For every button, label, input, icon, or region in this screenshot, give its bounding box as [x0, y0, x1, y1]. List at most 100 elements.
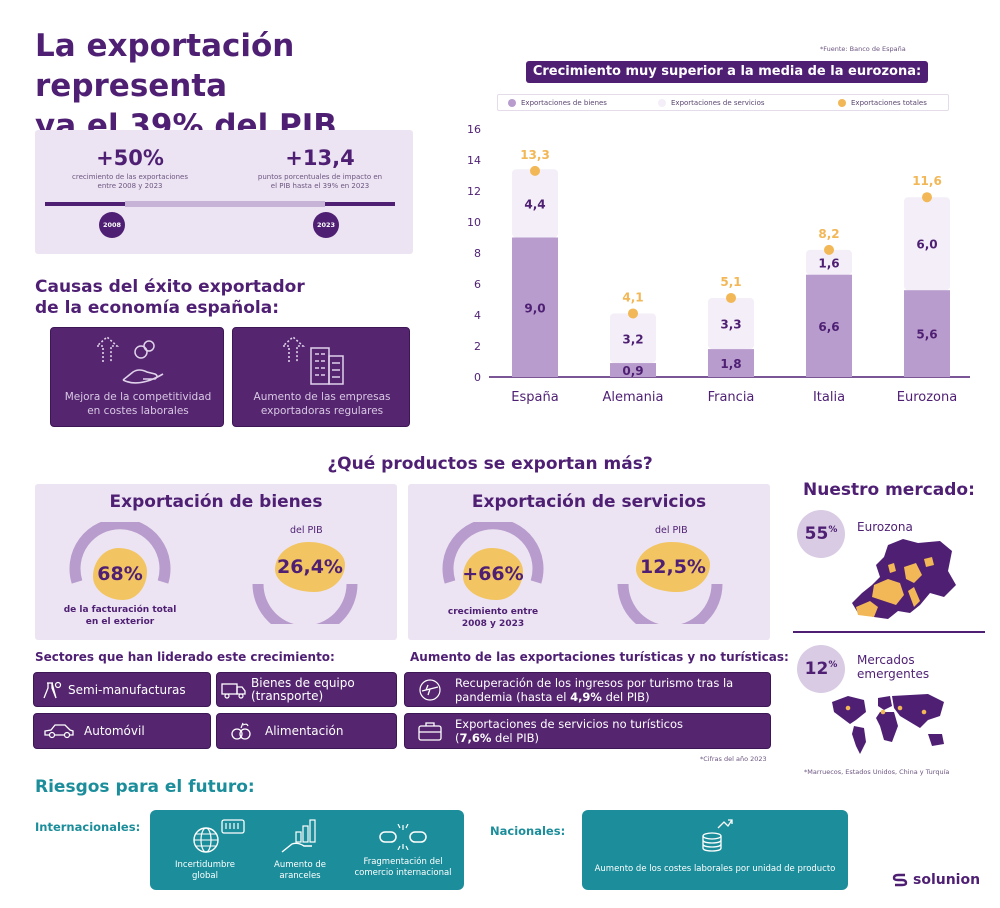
percent-sign: % [828, 660, 838, 670]
total-value-label: 11,6 [912, 174, 942, 188]
eurozone-share-badge: 55% [797, 510, 845, 558]
services-growth-value: +66% [462, 548, 524, 600]
truck-icon [217, 681, 251, 699]
sector-equipment: Bienes de equipo (transporte) [216, 672, 397, 707]
goods-share-caption: de la facturación total en el exterior [50, 604, 190, 628]
bar-goods [512, 237, 558, 377]
sector-food: Alimentación [216, 713, 397, 749]
sector-label: Bienes de equipo (transporte) [251, 675, 355, 703]
chart-legend: Exportaciones de bienes Exportaciones de… [497, 94, 949, 111]
bar-services [708, 297, 754, 350]
cause-line: Mejora de la competitividad [64, 391, 212, 403]
caption-line: 2008 y 2023 [461, 619, 525, 629]
sector-automobile: Automóvil [33, 713, 211, 749]
y-tick-label: 0 [474, 371, 481, 384]
growth-stats-box: +50% crecimiento de las exportaciones en… [35, 130, 413, 254]
legend-swatch [838, 98, 846, 107]
x-category-label: Alemania [603, 390, 664, 405]
risk-labour-costs-label: Aumento de los costes laborales por unid… [594, 864, 836, 874]
risk-fragmentation-label: Fragmentación del comercio internacional [350, 857, 456, 879]
services-value-label: 3,3 [720, 318, 741, 332]
caption-line: puntos porcentuales de impacto en [257, 173, 383, 181]
risk-uncertainty-label: Incertidumbre global [160, 860, 250, 882]
goods-gdp-value: 26,4% [275, 542, 345, 592]
x-category-label: España [511, 390, 558, 405]
tourism-recovery-item: Recuperación de los ingresos por turismo… [404, 672, 771, 707]
legend-label: Exportaciones de servicios [671, 98, 765, 107]
legend-label: Exportaciones de bienes [521, 98, 607, 107]
title-line-1: La exportación representa [35, 28, 295, 104]
goods-value-label: 5,6 [916, 328, 937, 342]
cause-text: Mejora de la competitividad en costes la… [51, 390, 225, 418]
emerging-label: Mercados emergentes [857, 653, 929, 681]
caption-line: en el exterior [85, 617, 155, 627]
services-title: Exportación de servicios [471, 492, 707, 512]
services-growth-caption: crecimiento entre 2008 y 2023 [423, 606, 563, 630]
market-footnote: *Marruecos, Estados Unidos, China y Turq… [804, 768, 950, 776]
chart-source-note: *Fuente: Banco de España [820, 45, 906, 53]
total-value-label: 13,3 [520, 148, 550, 162]
emerging-share-value: 12 [804, 659, 829, 679]
y-tick-label: 8 [474, 247, 481, 260]
cause-card-exporters: Aumento de las empresas exportadoras reg… [232, 327, 410, 427]
sector-label: Alimentación [265, 724, 344, 738]
cause-line: Aumento de las empresas [253, 391, 391, 403]
solunion-logo-icon [892, 873, 908, 887]
text-part: del PIB) [601, 689, 650, 704]
gdp-impact-caption: puntos porcentuales de impacto en el PIB… [240, 173, 400, 191]
label-line: emergentes [857, 667, 930, 681]
non-tourism-item: Exportaciones de servicios no turísticos… [404, 713, 771, 749]
caption-line: crecimiento entre [447, 607, 539, 617]
y-tick-label: 6 [474, 278, 481, 291]
bar-services [904, 197, 950, 291]
y-tick-label: 12 [467, 185, 481, 198]
y-tick-label: 2 [474, 340, 481, 353]
exports-bar-chart: 0 2 4 6 8 10 12 14 16 9,0 4,4 13,3 España 0,9 3,2 4,1 Al… [467, 123, 970, 405]
non-tourism-text: Exportaciones de servicios no turísticos… [455, 717, 683, 745]
total-point [726, 292, 736, 303]
legend-label: Exportaciones totales [851, 98, 927, 107]
hand-coins-arrow-icon [94, 336, 164, 384]
globe-chat-icon [193, 819, 245, 853]
text-line: Exportaciones de servicios no turísticos [455, 717, 684, 731]
bar-services [512, 169, 558, 238]
timeline-highlight [125, 201, 325, 207]
europe-map [852, 539, 956, 619]
brand-name: solunion [913, 872, 981, 888]
risk-line: Aumento de [274, 860, 326, 870]
risk-line: comercio internacional [354, 868, 452, 878]
x-category-label: Italia [813, 390, 845, 405]
risk-line: global [192, 871, 218, 881]
legend-item-goods: Exportaciones de bienes [508, 98, 658, 107]
world-map [832, 694, 944, 754]
services-value-label: 4,4 [524, 197, 545, 211]
cause-card-competitiveness: Mejora de la competitividad en costes la… [50, 327, 224, 427]
total-point [922, 192, 932, 203]
products-heading: ¿Qué productos se exportan más? [327, 454, 653, 474]
goods-value-label: 9,0 [524, 301, 545, 315]
percent-sign: % [828, 525, 838, 535]
bar-goods [806, 274, 852, 377]
x-category-label: Eurozona [897, 390, 957, 405]
total-point [530, 165, 540, 176]
goods-ring-1 [69, 522, 171, 584]
sectors-heading: Sectores que han liderado este crecimien… [35, 650, 335, 664]
market-divider [793, 631, 985, 633]
legend-item-total: Exportaciones totales [838, 98, 948, 107]
eurozone-share-value: 55 [804, 524, 829, 544]
caption-line: crecimiento de las exportaciones [72, 173, 188, 181]
risk-tariffs-label: Aumento de aranceles [260, 860, 340, 882]
text-line: Recuperación de los ingresos por turismo… [455, 675, 734, 690]
car-icon [34, 723, 84, 739]
caption-line: de la facturación total [63, 605, 177, 615]
legend-item-services: Exportaciones de servicios [658, 98, 838, 107]
heading-line: Causas del éxito exportador [35, 277, 305, 297]
text-part: ( [455, 731, 460, 745]
coins-growth-icon [702, 819, 733, 852]
non-tourism-share-value: 7,6% [459, 731, 492, 745]
text-part: pandemia (hasta el [455, 689, 571, 704]
broken-chain-icon [379, 824, 427, 850]
market-heading: Nuestro mercado: [803, 480, 975, 500]
bar-services [610, 313, 656, 364]
services-value-label: 1,6 [818, 256, 839, 270]
